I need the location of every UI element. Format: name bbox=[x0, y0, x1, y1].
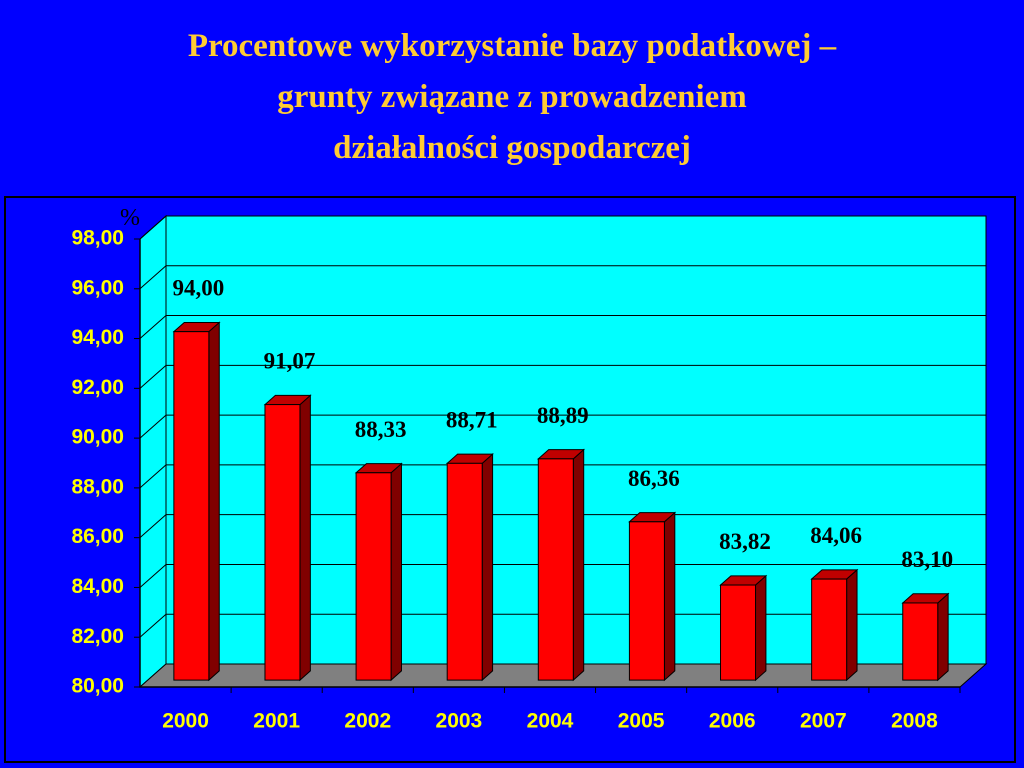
y-tick-label: 88,00 bbox=[71, 475, 124, 498]
grid-line bbox=[139, 265, 986, 290]
grid-line bbox=[139, 464, 986, 489]
y-unit: % bbox=[120, 205, 140, 231]
bar-side bbox=[572, 448, 585, 682]
bar bbox=[264, 404, 301, 681]
bar bbox=[720, 584, 757, 681]
grid-line bbox=[139, 215, 986, 240]
value-label: 88,89 bbox=[537, 403, 589, 428]
x-tick-label: 2002 bbox=[344, 710, 391, 733]
y-tick-label: 82,00 bbox=[71, 625, 124, 648]
value-label: 91,07 bbox=[264, 349, 316, 374]
y-tick-label: 80,00 bbox=[71, 675, 124, 698]
bar-side bbox=[481, 453, 494, 682]
y-tick-label: 98,00 bbox=[71, 227, 124, 250]
bar bbox=[902, 602, 939, 681]
bar bbox=[537, 458, 574, 681]
value-label: 83,10 bbox=[901, 547, 953, 572]
value-label: 88,33 bbox=[355, 417, 407, 442]
x-tick-label: 2006 bbox=[709, 710, 756, 733]
bar bbox=[811, 578, 848, 681]
bar bbox=[446, 462, 483, 681]
y-tick-label: 84,00 bbox=[71, 575, 124, 598]
grid-line bbox=[139, 613, 986, 638]
value-label: 86,36 bbox=[628, 466, 680, 491]
grid-line bbox=[139, 563, 986, 588]
y-tick-label: 86,00 bbox=[71, 525, 124, 548]
bar bbox=[628, 521, 665, 681]
x-tick-label: 2004 bbox=[527, 710, 574, 733]
x-tick-label: 2003 bbox=[436, 710, 483, 733]
bar-side bbox=[390, 462, 402, 682]
y-tick-label: 92,00 bbox=[71, 376, 124, 399]
grid-line bbox=[139, 364, 986, 389]
x-tick-label: 2005 bbox=[618, 710, 665, 733]
value-label: 94,00 bbox=[172, 276, 224, 301]
value-label: 88,71 bbox=[446, 407, 498, 432]
y-tick-label: 94,00 bbox=[71, 326, 124, 349]
bar bbox=[355, 472, 392, 681]
bar-side bbox=[937, 592, 949, 682]
bar bbox=[173, 331, 210, 681]
bar-side bbox=[663, 511, 676, 682]
x-tick-label: 2008 bbox=[891, 710, 938, 733]
grid-line bbox=[139, 414, 986, 439]
bar-side bbox=[755, 574, 767, 682]
bar-side bbox=[208, 321, 220, 682]
y-tick-label: 90,00 bbox=[71, 426, 124, 449]
title-line: grunty związane z prowadzeniem bbox=[277, 79, 747, 115]
x-tick-label: 2000 bbox=[162, 710, 209, 733]
bar-side bbox=[299, 394, 311, 682]
title-line: działalności gospodarczej bbox=[333, 130, 691, 166]
grid-line bbox=[139, 315, 986, 339]
side-wall bbox=[139, 214, 167, 689]
x-tick-label: 2001 bbox=[253, 710, 300, 733]
x-tick-label: 2007 bbox=[800, 710, 847, 733]
grid-line bbox=[139, 514, 986, 539]
y-tick-label: 96,00 bbox=[71, 276, 124, 299]
bar-side bbox=[846, 568, 858, 682]
title-line: Procentowe wykorzystanie bazy podatkowej… bbox=[188, 28, 837, 64]
value-label: 83,82 bbox=[719, 529, 771, 554]
chart-frame bbox=[4, 196, 1016, 763]
value-label: 84,06 bbox=[810, 523, 862, 548]
